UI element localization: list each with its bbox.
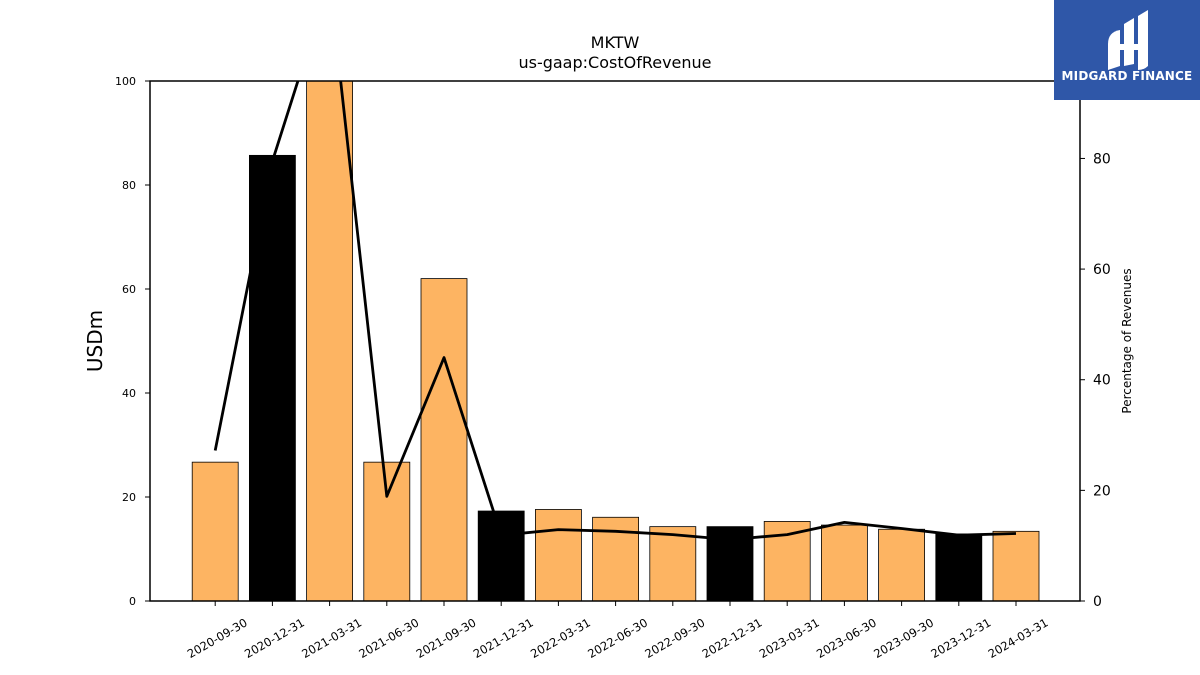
y2-tick-label: 20: [1093, 483, 1111, 499]
x-tick-label: 2021-03-31: [299, 615, 364, 661]
y-tick-label: 100: [115, 75, 136, 88]
y-tick-label: 20: [122, 491, 136, 504]
bar-2021-12-31: [477, 510, 525, 602]
x-tick-label: 2020-12-31: [242, 615, 307, 661]
x-tick-label: 2024-03-31: [986, 615, 1051, 661]
y-axis-left: 0 20 40 60 80 100: [115, 75, 150, 608]
y2-tick-label: 60: [1093, 262, 1111, 278]
x-tick-label: 2022-06-30: [585, 615, 650, 661]
bar-2021-09-30: [420, 278, 468, 602]
x-tick-label: 2023-09-30: [871, 615, 936, 661]
y-tick-label: 0: [129, 595, 136, 608]
bar-2022-03-31: [535, 509, 582, 602]
bar-2024-03-31: [992, 530, 1040, 602]
y2-tick-label: 80: [1093, 151, 1111, 167]
chart-subtitle: us-gaap:CostOfRevenue: [518, 53, 711, 72]
x-tick-label: 2020-09-30: [185, 615, 250, 661]
brand-name: MIDGARD FINANCE: [1061, 69, 1193, 83]
x-tick-label: 2021-12-31: [471, 615, 536, 661]
line-group: [213, 81, 1017, 541]
bar-2023-09-30: [878, 528, 925, 602]
y2-tick-label: 0: [1093, 594, 1102, 610]
bar-2023-06-30: [821, 524, 868, 602]
bar-2020-12-31: [248, 154, 296, 602]
midgard-logo-icon: [1108, 10, 1148, 70]
y2-axis-label: Percentage of Revenues: [1120, 268, 1134, 413]
bar-2023-12-31: [935, 533, 983, 602]
y-axis-label: USDm: [83, 310, 107, 372]
y2-tick-label: 40: [1093, 373, 1111, 389]
percentage-line: [213, 81, 1017, 541]
x-tick-label: 2023-03-31: [757, 615, 822, 661]
x-tick-label: 2021-09-30: [414, 615, 479, 661]
x-tick-label: 2022-03-31: [528, 615, 593, 661]
x-tick-label: 2022-09-30: [642, 615, 707, 661]
plot-frame: [149, 80, 1081, 602]
chart-title: MKTW: [591, 33, 640, 52]
y-axis-right: 0 20 40 60 80: [1080, 151, 1111, 610]
bar-2021-03-31: [306, 80, 354, 602]
x-tick-label: 2021-06-30: [356, 615, 421, 661]
bars-group: [191, 80, 1040, 602]
x-axis: 2020-09-302020-12-312021-03-312021-06-30…: [185, 601, 1051, 661]
y-tick-label: 60: [122, 283, 136, 296]
brand-logo: MIDGARD FINANCE: [1054, 0, 1200, 100]
y-tick-label: 80: [122, 179, 136, 192]
bar-2022-09-30: [649, 526, 697, 602]
bar-2021-06-30: [363, 461, 411, 602]
y-tick-label: 40: [122, 387, 136, 400]
x-tick-label: 2023-12-31: [928, 615, 993, 661]
bar-2020-09-30: [191, 461, 239, 602]
x-tick-label: 2022-12-31: [700, 615, 765, 661]
x-tick-label: 2023-06-30: [814, 615, 879, 661]
